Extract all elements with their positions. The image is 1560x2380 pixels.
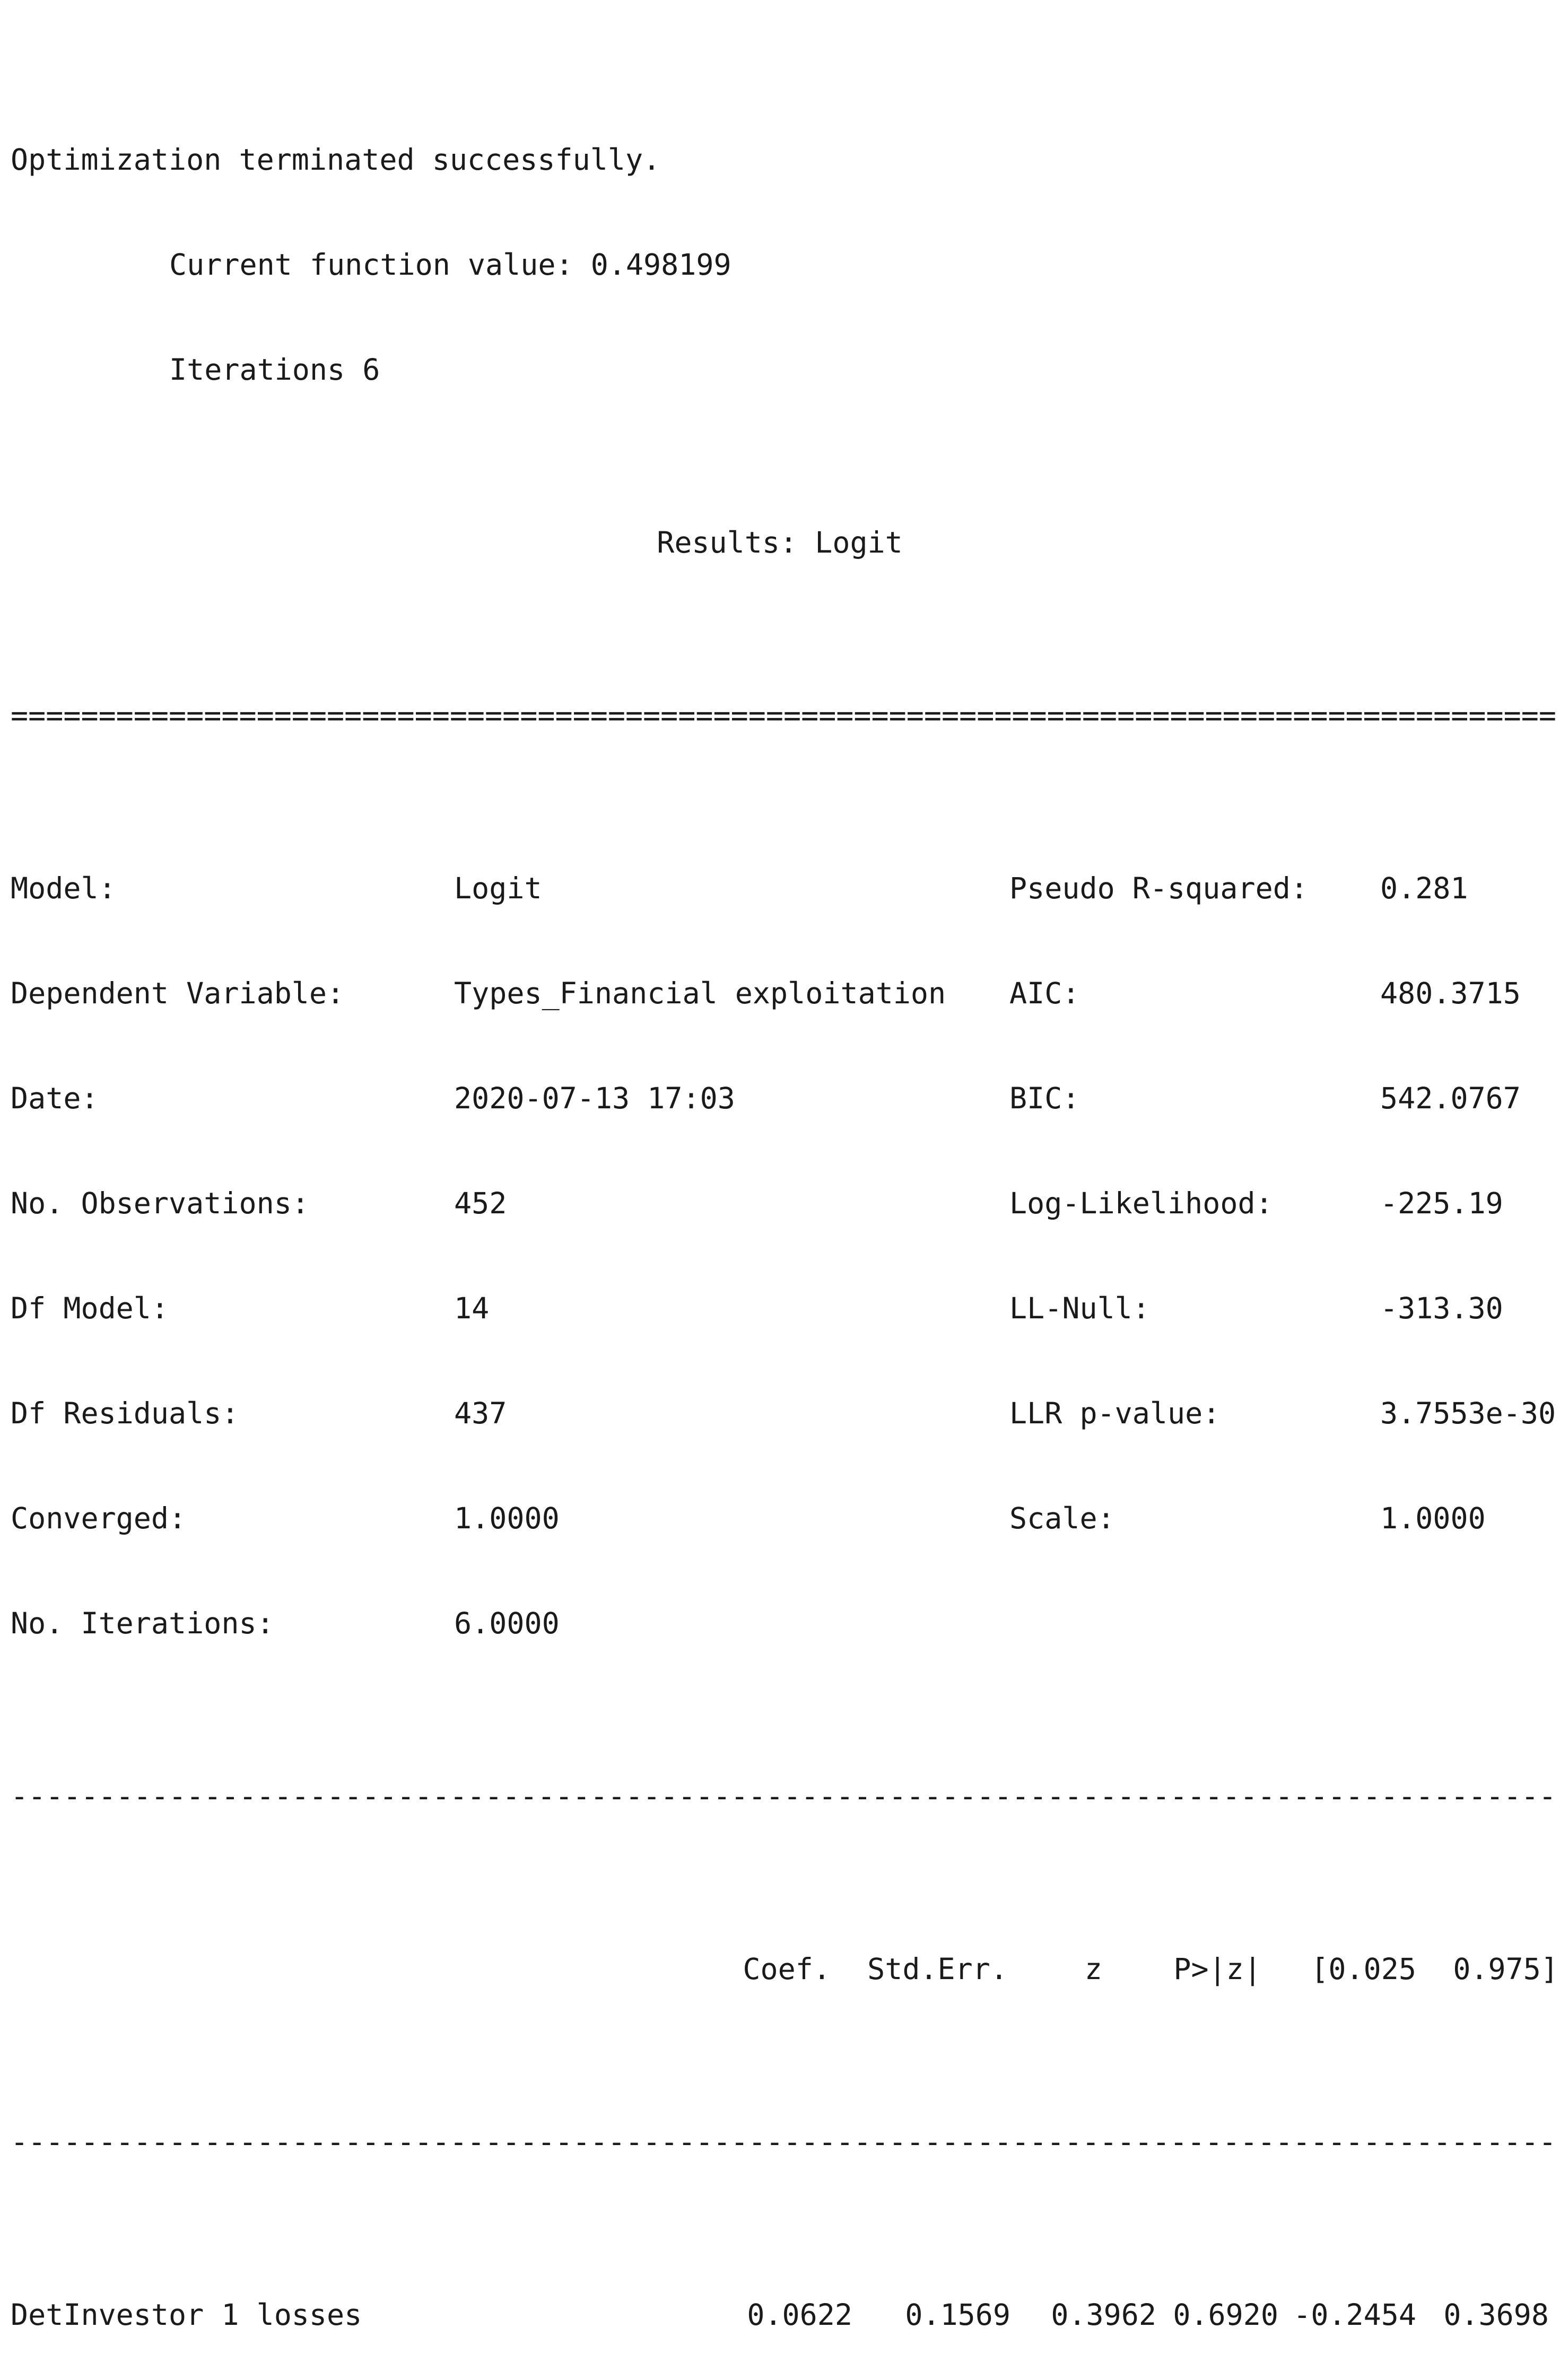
info-row: Dependent Variable: Types_Financial expl… [11, 975, 1549, 1012]
header-pvalue: P>|z| [1173, 1952, 1261, 1986]
coef-table-header: Coef. Std.Err. z P>|z| [0.025 0.975] [11, 1950, 1558, 1988]
info-row: Date: 2020-07-13 17:03 BIC: 542.0767 [11, 1080, 1549, 1117]
info-value [1380, 1605, 1549, 1642]
info-value: 6.0000 [454, 1606, 560, 1640]
info-value: 2020-07-13 17:03 [454, 1081, 735, 1115]
info-row: Converged: 1.0000 Scale: 1.0000 [11, 1500, 1549, 1537]
info-value: -313.30 [1380, 1291, 1503, 1325]
info-value: 452 [454, 1186, 507, 1220]
header-coef: Coef. [743, 1952, 831, 1986]
info-value: Types_Financial exploitation [454, 976, 946, 1010]
info-label: Converged: [11, 1501, 187, 1535]
info-label: Log-Likelihood: [1009, 1186, 1273, 1220]
separator-header-top: ----------------------------------------… [11, 1779, 1556, 1813]
z-value: 0.3962 [1051, 2298, 1156, 2332]
info-label: Df Residuals: [11, 1396, 239, 1430]
coef-value: 0.0622 [747, 2298, 852, 2332]
info-row: Model: Logit Pseudo R-squared: 0.281 [11, 870, 1549, 907]
info-value: 437 [454, 1396, 507, 1430]
info-label: BIC: [1009, 1081, 1080, 1115]
info-label: AIC: [1009, 976, 1080, 1010]
ci-low-value: -0.2454 [1293, 2298, 1416, 2332]
info-value: 542.0767 [1380, 1081, 1521, 1115]
info-value: 480.3715 [1380, 976, 1521, 1010]
ci-high-value: 0.3698 [1443, 2298, 1549, 2332]
info-label: Df Model: [11, 1291, 169, 1325]
info-label [1009, 1605, 1380, 1642]
info-value: 0.281 [1380, 871, 1468, 905]
info-label: No. Iterations: [11, 1606, 274, 1640]
info-label: Dependent Variable: [11, 976, 345, 1010]
info-label: Scale: [1009, 1501, 1115, 1535]
info-label: Model: [11, 871, 116, 905]
p-value: 0.6920 [1173, 2298, 1278, 2332]
info-label: LLR p-value: [1009, 1396, 1221, 1430]
info-label: LL-Null: [1009, 1291, 1150, 1325]
info-value: -225.19 [1380, 1186, 1503, 1220]
header-stderr: Std.Err. [867, 1952, 1008, 1986]
info-value: 14 [454, 1291, 490, 1325]
variable-label: DetInvestor 1 losses [11, 2298, 362, 2332]
header-ci-high: 0.975] [1453, 1952, 1558, 1986]
header-ci-low: [0.025 [1311, 1952, 1416, 1986]
info-label: No. Observations: [11, 1186, 309, 1220]
iterations-message: Iterations 6 [169, 353, 380, 387]
info-value: 1.0000 [1380, 1501, 1486, 1535]
info-row: No. Iterations: 6.0000 [11, 1605, 1549, 1642]
info-row: Df Model: 14 LL-Null: -313.30 [11, 1290, 1549, 1327]
header-z: z [1084, 1952, 1102, 1986]
optimization-message: Optimization terminated successfully. [11, 143, 661, 177]
info-value: 3.7553e-30 [1380, 1396, 1556, 1430]
table-row: DetInvestor 1 losses 0.0622 0.1569 0.396… [11, 2296, 1549, 2333]
stderr-value: 0.1569 [905, 2298, 1010, 2332]
separator-top: ========================================… [11, 698, 1556, 732]
info-row: Df Residuals: 437 LLR p-value: 3.7553e-3… [11, 1395, 1556, 1432]
info-row: No. Observations: 452 Log-Likelihood: -2… [11, 1185, 1549, 1222]
separator-header-bottom: ----------------------------------------… [11, 2125, 1556, 2159]
header-spacer [11, 1950, 725, 1988]
results-title: Results: Logit [657, 526, 903, 559]
info-value: 1.0000 [454, 1501, 560, 1535]
info-label: Date: [11, 1081, 99, 1115]
function-value-message: Current function value: 0.498199 [169, 248, 731, 282]
info-value: Logit [454, 871, 542, 905]
info-label: Pseudo R-squared: [1009, 871, 1308, 905]
